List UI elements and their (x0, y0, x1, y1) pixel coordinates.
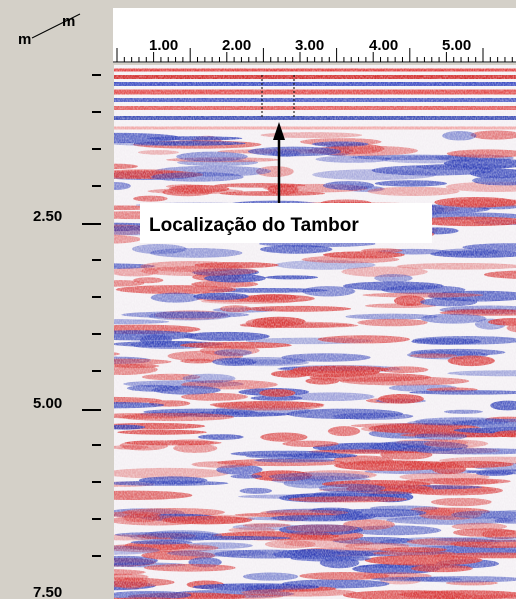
ruler-ticks (113, 48, 516, 63)
x-label: 5.00 (442, 37, 471, 54)
y-unit: m (18, 31, 31, 48)
x-label: 4.00 (369, 37, 398, 54)
annotation-box (140, 203, 432, 243)
left-ticks (82, 74, 101, 557)
x-label: 1.00 (149, 37, 178, 54)
x-label: 3.00 (295, 37, 324, 54)
noise (114, 65, 516, 599)
x-label: 2.00 (222, 37, 251, 54)
left-panel (0, 0, 112, 599)
y-label: 2.50 (33, 208, 62, 225)
arrow-head (273, 122, 285, 140)
y-label: 5.00 (33, 395, 62, 412)
corner-diagonal (31, 13, 81, 39)
corner (0, 8, 112, 63)
x-unit: m (62, 13, 75, 30)
top-ruler (113, 8, 516, 63)
y-label: 7.50 (33, 584, 62, 599)
annotation: Localização do Tambor (149, 215, 359, 236)
